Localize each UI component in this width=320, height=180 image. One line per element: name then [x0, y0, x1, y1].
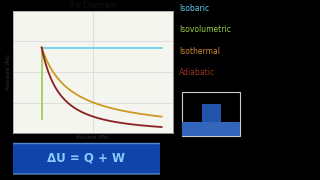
X-axis label: Volume (Pa): Volume (Pa) [76, 135, 109, 140]
Text: Isothermal: Isothermal [179, 47, 220, 56]
Bar [182, 122, 240, 136]
Text: ΔU = Q + W: ΔU = Q + W [47, 151, 125, 164]
Text: Isobaric: Isobaric [179, 4, 209, 13]
Y-axis label: Pressure (Pa): Pressure (Pa) [6, 54, 12, 90]
Title: P-V Diagram: P-V Diagram [69, 1, 116, 10]
Bar [202, 104, 221, 122]
Text: Isovolumetric: Isovolumetric [179, 25, 231, 34]
Text: Adiabatic: Adiabatic [179, 68, 215, 77]
FancyBboxPatch shape [11, 143, 162, 174]
